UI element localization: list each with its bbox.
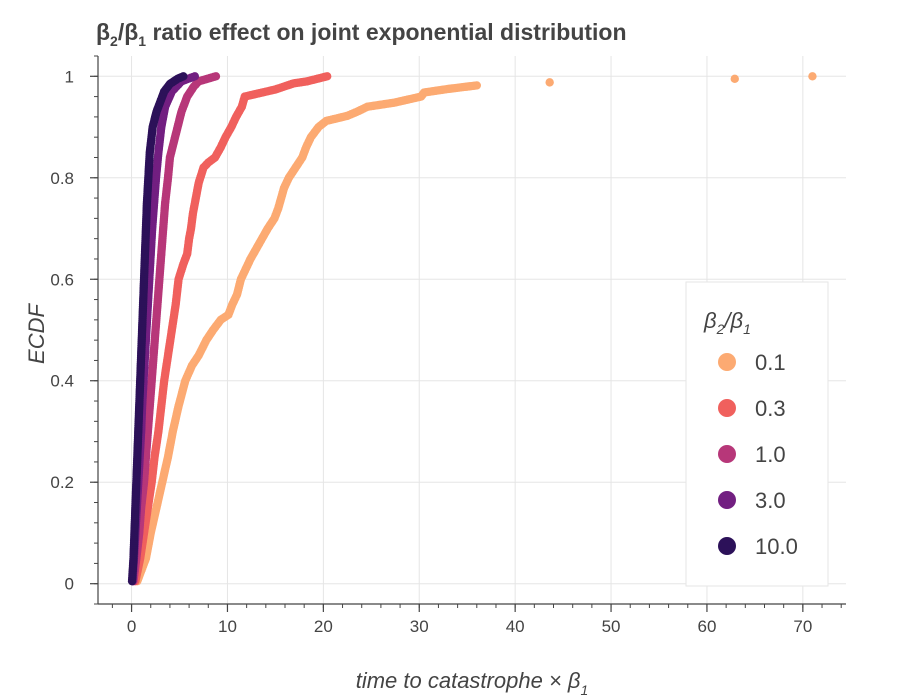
legend-swatch (718, 445, 736, 463)
y-tick-label: 1 (65, 67, 74, 86)
legend-box (685, 281, 829, 587)
y-axis-label: ECDF (24, 302, 49, 363)
data-point (545, 78, 554, 87)
legend-title-sub1: 1 (743, 321, 751, 337)
data-point (472, 81, 481, 90)
legend-title-slash-beta: /β (722, 308, 743, 333)
x-axis-label-sub: 1 (580, 682, 588, 696)
x-tick-label: 20 (314, 617, 333, 636)
chart-title-sub1: 1 (138, 33, 146, 49)
chart-title-rest: ratio effect on joint exponential distri… (146, 19, 626, 45)
data-point (730, 74, 739, 84)
legend-label: 1.0 (755, 442, 786, 467)
chart-title: β2/β1 ratio effect on joint exponential … (96, 19, 627, 49)
legend: β2/β1 0.1 0.3 1.0 3.0 10.0 (685, 281, 829, 587)
data-point (179, 72, 188, 81)
chart-title-sub2: 2 (110, 33, 118, 49)
legend-label: 0.3 (755, 396, 786, 421)
chart-title-beta: β (96, 19, 110, 45)
axes: 0 10 20 30 40 50 60 70 0 0.2 0.4 0.6 0.8 1 (50, 55, 846, 636)
legend-label: 10.0 (755, 534, 798, 559)
x-tick-label: 40 (506, 617, 525, 636)
data-points (127, 72, 817, 586)
y-tick-label: 0 (65, 575, 74, 594)
x-tick-label: 50 (602, 617, 621, 636)
legend-label: 0.1 (755, 350, 786, 375)
data-point (211, 72, 221, 81)
y-tick-label: 0.4 (50, 372, 74, 391)
x-tick-label: 70 (793, 617, 812, 636)
series-10.0 (127, 72, 188, 586)
legend-title: β2/β1 (703, 308, 751, 337)
data-point (190, 72, 200, 81)
legend-swatch (718, 491, 736, 509)
legend-swatch (718, 537, 736, 555)
x-tick-label: 0 (127, 617, 136, 636)
y-tick-label: 0.2 (50, 473, 74, 492)
x-axis-label-main: time to catastrophe × β (356, 668, 581, 693)
y-tick-label: 0.8 (50, 169, 74, 188)
x-tick-label: 60 (697, 617, 716, 636)
chart-title-slash-beta: /β (118, 19, 138, 45)
x-tick-label: 10 (218, 617, 237, 636)
legend-title-sub2: 2 (716, 321, 725, 337)
grid (98, 56, 846, 604)
data-point (808, 72, 817, 81)
legend-title-beta: β (703, 308, 717, 333)
legend-items: 0.1 0.3 1.0 3.0 10.0 (718, 350, 798, 559)
data-point (322, 72, 332, 81)
legend-label: 3.0 (755, 488, 786, 513)
legend-swatch (718, 353, 736, 371)
x-axis-label: time to catastrophe × β1 (356, 668, 589, 696)
y-tick-label: 0.6 (50, 270, 74, 289)
x-tick-label: 30 (410, 617, 429, 636)
legend-swatch (718, 399, 736, 417)
